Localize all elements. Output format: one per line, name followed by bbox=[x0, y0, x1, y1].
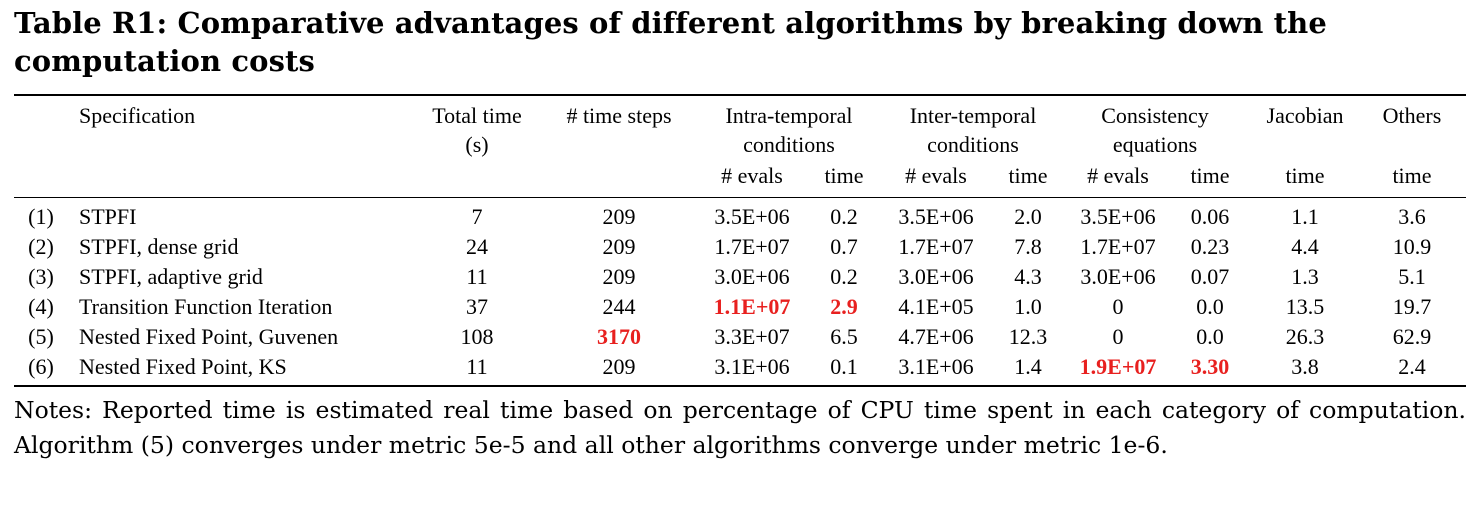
header-consistency-equations: equations bbox=[1112, 132, 1198, 157]
cell-inter-time: 1.4 bbox=[1014, 354, 1042, 379]
cell-jac: 13.5 bbox=[1285, 294, 1325, 319]
cell-total: 24 bbox=[466, 234, 488, 259]
cell-cons-evals: 0 bbox=[1112, 294, 1124, 319]
cell-intra-time: 0.1 bbox=[830, 354, 858, 379]
header-jacobian: Jacobian bbox=[1266, 103, 1344, 128]
header-cons-evals: # evals bbox=[1087, 163, 1149, 188]
cell-steps: 209 bbox=[602, 234, 636, 259]
cell-intra-time: 0.2 bbox=[830, 204, 858, 229]
cell-inter-time: 2.0 bbox=[1014, 204, 1042, 229]
cell-jac: 4.4 bbox=[1291, 234, 1319, 259]
cell-cons-time: 0.0 bbox=[1196, 324, 1224, 349]
cell-inter-time: 1.0 bbox=[1014, 294, 1042, 319]
header-specification: Specification bbox=[79, 103, 196, 128]
cell-jac: 1.1 bbox=[1291, 204, 1319, 229]
cell-inter-time: 7.8 bbox=[1014, 234, 1042, 259]
cell-cons-time: 0.0 bbox=[1196, 294, 1224, 319]
header-inter-time: time bbox=[1008, 163, 1048, 188]
cell-intra-evals: 3.5E+06 bbox=[714, 204, 790, 229]
cell-total: 7 bbox=[471, 204, 483, 229]
cell-oth: 19.7 bbox=[1392, 294, 1432, 319]
header-intra-conditions: conditions bbox=[743, 132, 835, 157]
cell-cons-time: 0.07 bbox=[1190, 264, 1230, 289]
cell-cons-evals: 1.7E+07 bbox=[1080, 234, 1156, 259]
cell-oth: 2.4 bbox=[1398, 354, 1426, 379]
cell-id: (4) bbox=[28, 294, 54, 319]
cell-spec: Nested Fixed Point, KS bbox=[79, 354, 287, 379]
header-intra-time: time bbox=[824, 163, 864, 188]
cell-oth: 62.9 bbox=[1392, 324, 1432, 349]
cell-total: 11 bbox=[466, 264, 488, 289]
cell-id: (5) bbox=[28, 324, 54, 349]
cell-intra-time: 6.5 bbox=[830, 324, 858, 349]
cell-id: (6) bbox=[28, 354, 54, 379]
table-notes: Notes: Reported time is estimated real t… bbox=[14, 396, 1466, 459]
cell-inter-time: 4.3 bbox=[1014, 264, 1042, 289]
cell-oth: 3.6 bbox=[1398, 204, 1426, 229]
cell-intra-evals: 1.7E+07 bbox=[714, 234, 790, 259]
mid-rule bbox=[14, 197, 1466, 198]
cell-cons-evals: 1.9E+07 bbox=[1079, 354, 1157, 379]
cell-id: (1) bbox=[28, 204, 54, 229]
cell-id: (3) bbox=[28, 264, 54, 289]
cell-intra-evals: 3.0E+06 bbox=[714, 264, 790, 289]
cell-inter-time: 12.3 bbox=[1008, 324, 1048, 349]
cell-intra-time: 0.2 bbox=[830, 264, 858, 289]
bottom-rule bbox=[14, 385, 1466, 387]
header-inter-temporal: Inter-temporal bbox=[909, 103, 1037, 128]
cell-jac: 1.3 bbox=[1291, 264, 1319, 289]
cell-spec: Nested Fixed Point, Guvenen bbox=[79, 324, 339, 349]
header-total-time: Total time bbox=[432, 103, 522, 128]
table-title: Table R1: Comparative advantages of diff… bbox=[14, 6, 1327, 78]
header-others-time: time bbox=[1392, 163, 1432, 188]
cell-intra-time: 2.9 bbox=[830, 294, 858, 319]
header-intra-evals: # evals bbox=[721, 163, 783, 188]
header-total-time-unit: (s) bbox=[465, 132, 489, 157]
cell-total: 37 bbox=[466, 294, 488, 319]
cell-spec: STPFI, dense grid bbox=[79, 234, 239, 259]
header-cons-time: time bbox=[1190, 163, 1230, 188]
cell-cons-time: 0.06 bbox=[1190, 204, 1230, 229]
header-inter-conditions: conditions bbox=[927, 132, 1019, 157]
cell-steps: 209 bbox=[602, 354, 636, 379]
cell-total: 108 bbox=[460, 324, 494, 349]
cell-cons-evals: 3.5E+06 bbox=[1080, 204, 1156, 229]
cell-total: 11 bbox=[466, 354, 488, 379]
top-rule bbox=[14, 94, 1466, 96]
cell-inter-evals: 4.7E+06 bbox=[898, 324, 974, 349]
cell-inter-evals: 3.5E+06 bbox=[898, 204, 974, 229]
header-inter-evals: # evals bbox=[905, 163, 967, 188]
cell-cons-time: 3.30 bbox=[1190, 354, 1230, 379]
cell-cons-evals: 0 bbox=[1112, 324, 1124, 349]
cell-steps: 209 bbox=[602, 204, 636, 229]
cell-jac: 26.3 bbox=[1285, 324, 1325, 349]
cell-inter-evals: 3.1E+06 bbox=[898, 354, 974, 379]
cell-spec: STPFI, adaptive grid bbox=[79, 264, 263, 289]
cell-inter-evals: 4.1E+05 bbox=[898, 294, 974, 319]
cell-oth: 10.9 bbox=[1392, 234, 1432, 259]
header-others: Others bbox=[1382, 103, 1442, 128]
cell-cons-time: 0.23 bbox=[1190, 234, 1230, 259]
header-consistency: Consistency bbox=[1101, 103, 1209, 128]
cell-intra-evals: 1.1E+07 bbox=[713, 294, 791, 319]
cell-steps: 244 bbox=[602, 294, 636, 319]
cell-inter-evals: 1.7E+07 bbox=[898, 234, 974, 259]
header-time-steps: # time steps bbox=[566, 103, 672, 128]
cell-spec: Transition Function Iteration bbox=[79, 294, 333, 319]
cell-intra-evals: 3.1E+06 bbox=[714, 354, 790, 379]
cell-cons-evals: 3.0E+06 bbox=[1080, 264, 1156, 289]
header-intra-temporal: Intra-temporal bbox=[725, 103, 853, 128]
cell-jac: 3.8 bbox=[1291, 354, 1319, 379]
cell-intra-time: 0.7 bbox=[830, 234, 858, 259]
cell-inter-evals: 3.0E+06 bbox=[898, 264, 974, 289]
cell-spec: STPFI bbox=[79, 204, 137, 229]
cell-id: (2) bbox=[28, 234, 54, 259]
cell-steps: 3170 bbox=[597, 324, 641, 349]
cell-steps: 209 bbox=[602, 264, 636, 289]
cell-oth: 5.1 bbox=[1398, 264, 1426, 289]
header-jacobian-time: time bbox=[1285, 163, 1325, 188]
cell-intra-evals: 3.3E+07 bbox=[714, 324, 790, 349]
